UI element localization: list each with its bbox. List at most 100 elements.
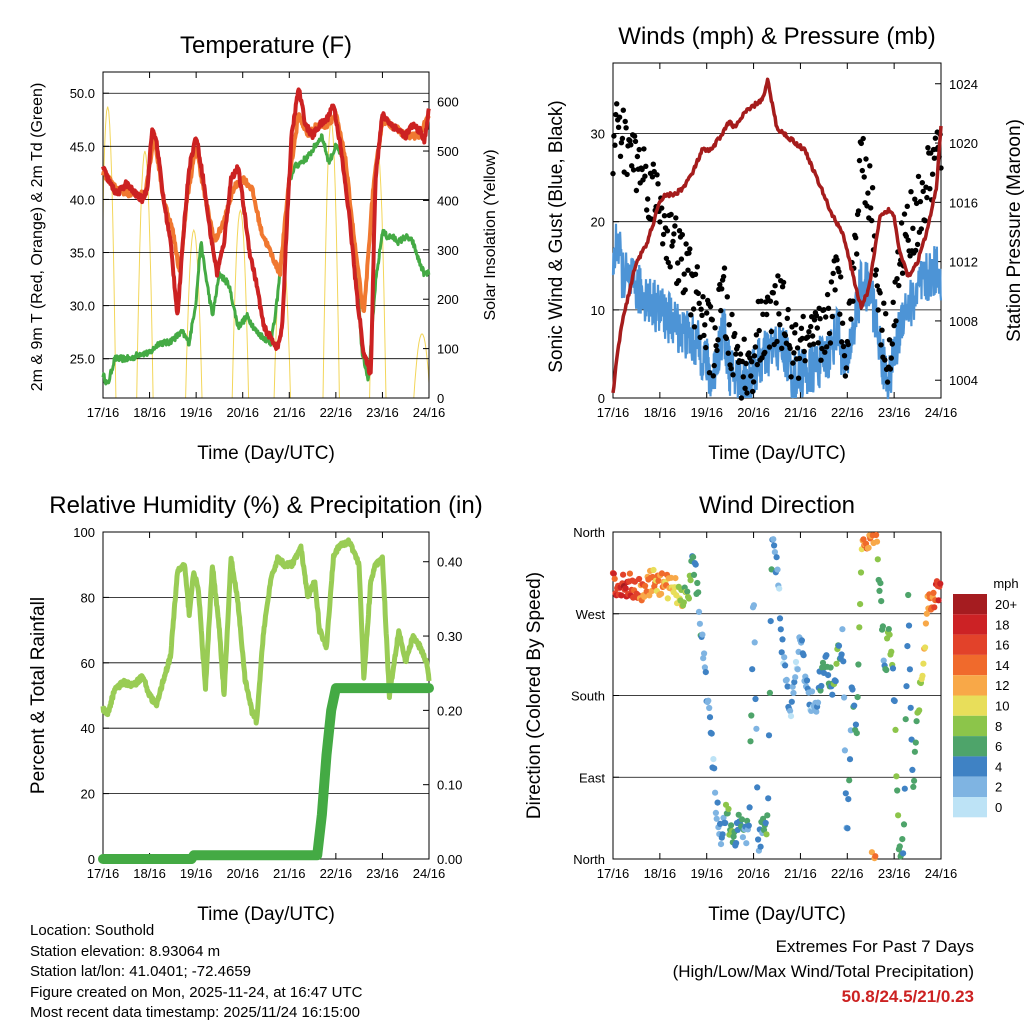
- gust-point: [718, 307, 724, 314]
- gust-point: [913, 247, 919, 254]
- direction-point: [913, 718, 920, 725]
- gust-point: [772, 283, 778, 289]
- y-tick-label: 20: [591, 215, 605, 230]
- legend-label: 20+: [995, 597, 1017, 612]
- gust-point: [791, 350, 797, 356]
- direction-point: [910, 783, 917, 791]
- gust-point: [886, 337, 893, 343]
- gust-point: [924, 194, 930, 201]
- x-tick-label: 24/16: [413, 866, 446, 881]
- gust-point: [691, 324, 698, 330]
- direction-point: [853, 730, 860, 737]
- y-axis-label: 2m & 9m T (Red, Orange) & 2m Td (Green): [29, 83, 46, 392]
- direction-point: [642, 582, 649, 590]
- gust-point: [664, 228, 671, 234]
- y-tick-label: South: [571, 689, 605, 704]
- legend-swatch: [953, 736, 987, 757]
- y-right-tick-label: 0.00: [437, 852, 462, 867]
- direction-point: [701, 664, 709, 671]
- y-tick-label: 10: [591, 303, 605, 318]
- x-tick-label: 18/16: [644, 405, 677, 420]
- gust-point: [732, 330, 738, 337]
- direction-point: [706, 704, 713, 712]
- legend-label: 10: [995, 699, 1009, 714]
- y-tick-label: 40.0: [70, 192, 95, 207]
- direction-point: [751, 639, 758, 646]
- gust-point: [636, 146, 642, 153]
- gust-point: [774, 338, 780, 345]
- x-tick-label: 22/16: [831, 866, 864, 881]
- direction-point: [889, 665, 897, 672]
- direction-point: [730, 833, 737, 840]
- direction-point: [845, 796, 852, 803]
- gust-point: [749, 359, 755, 365]
- gust-point: [670, 238, 676, 245]
- gust-point: [737, 351, 744, 357]
- x-tick-label: 22/16: [320, 866, 353, 881]
- y-axis-label: Sonic Wind & Gust (Blue, Black): [546, 100, 567, 372]
- gust-point: [671, 231, 677, 237]
- direction-point: [854, 694, 861, 701]
- direction-point: [844, 825, 851, 832]
- y-axis-label: Direction (Colored By Speed): [524, 572, 545, 819]
- direction-point: [733, 840, 740, 847]
- gust-point: [908, 189, 914, 195]
- direction-point: [710, 756, 717, 763]
- direction-point: [701, 650, 708, 657]
- legend-swatch: [953, 776, 987, 797]
- gust-point: [931, 155, 938, 161]
- direction-point: [781, 654, 788, 661]
- direction-point: [852, 721, 860, 728]
- gust-point: [712, 325, 718, 331]
- chart-title: Temperature (F): [180, 32, 352, 59]
- gust-point: [878, 342, 884, 348]
- gust-point: [758, 298, 764, 304]
- y-tick-label: 30: [591, 127, 605, 142]
- gust-point: [814, 325, 820, 331]
- x-tick-label: 17/16: [87, 866, 120, 881]
- gust-point: [725, 350, 731, 356]
- extremes-subtitle: (High/Low/Max Wind/Total Precipitation): [672, 962, 974, 981]
- gust-point: [733, 351, 739, 357]
- gust-point: [614, 101, 620, 107]
- gust-point: [869, 185, 876, 191]
- gust-point: [813, 312, 820, 319]
- direction-point: [883, 666, 890, 674]
- gust-point: [883, 311, 889, 317]
- x-tick-label: 22/16: [831, 405, 864, 420]
- direction-point: [879, 623, 887, 630]
- gust-point: [854, 251, 860, 257]
- gust-point: [832, 287, 838, 293]
- x-tick-label: 17/16: [597, 405, 630, 420]
- gust-point: [840, 343, 847, 350]
- gust-point: [873, 267, 879, 273]
- direction-point: [905, 591, 912, 599]
- direction-point: [835, 642, 843, 649]
- direction-point: [714, 799, 721, 806]
- gust-point: [872, 272, 879, 278]
- gust-point: [896, 282, 902, 289]
- gust-point: [860, 135, 866, 142]
- direction-point: [849, 686, 856, 693]
- gust-point: [798, 325, 805, 331]
- legend-label: 18: [995, 617, 1009, 632]
- y-right-tick-label: 0.10: [437, 778, 462, 793]
- direction-point: [896, 843, 903, 850]
- direction-point: [620, 571, 627, 578]
- direction-point: [838, 651, 845, 658]
- gust-point: [810, 341, 817, 347]
- y-tick-label: 50.0: [70, 86, 95, 101]
- y-tick-label: North: [573, 525, 605, 540]
- legend-swatch: [953, 695, 987, 716]
- direction-point: [712, 809, 720, 817]
- gust-point: [612, 142, 618, 148]
- gust-point: [893, 318, 899, 324]
- plot-frame: [612, 62, 942, 399]
- gust-point: [627, 138, 633, 144]
- gust-point: [694, 264, 700, 270]
- gust-point: [821, 307, 827, 313]
- gust-point: [617, 153, 624, 159]
- gust-point: [751, 353, 758, 359]
- gust-point: [817, 316, 823, 322]
- direction-point: [888, 648, 895, 655]
